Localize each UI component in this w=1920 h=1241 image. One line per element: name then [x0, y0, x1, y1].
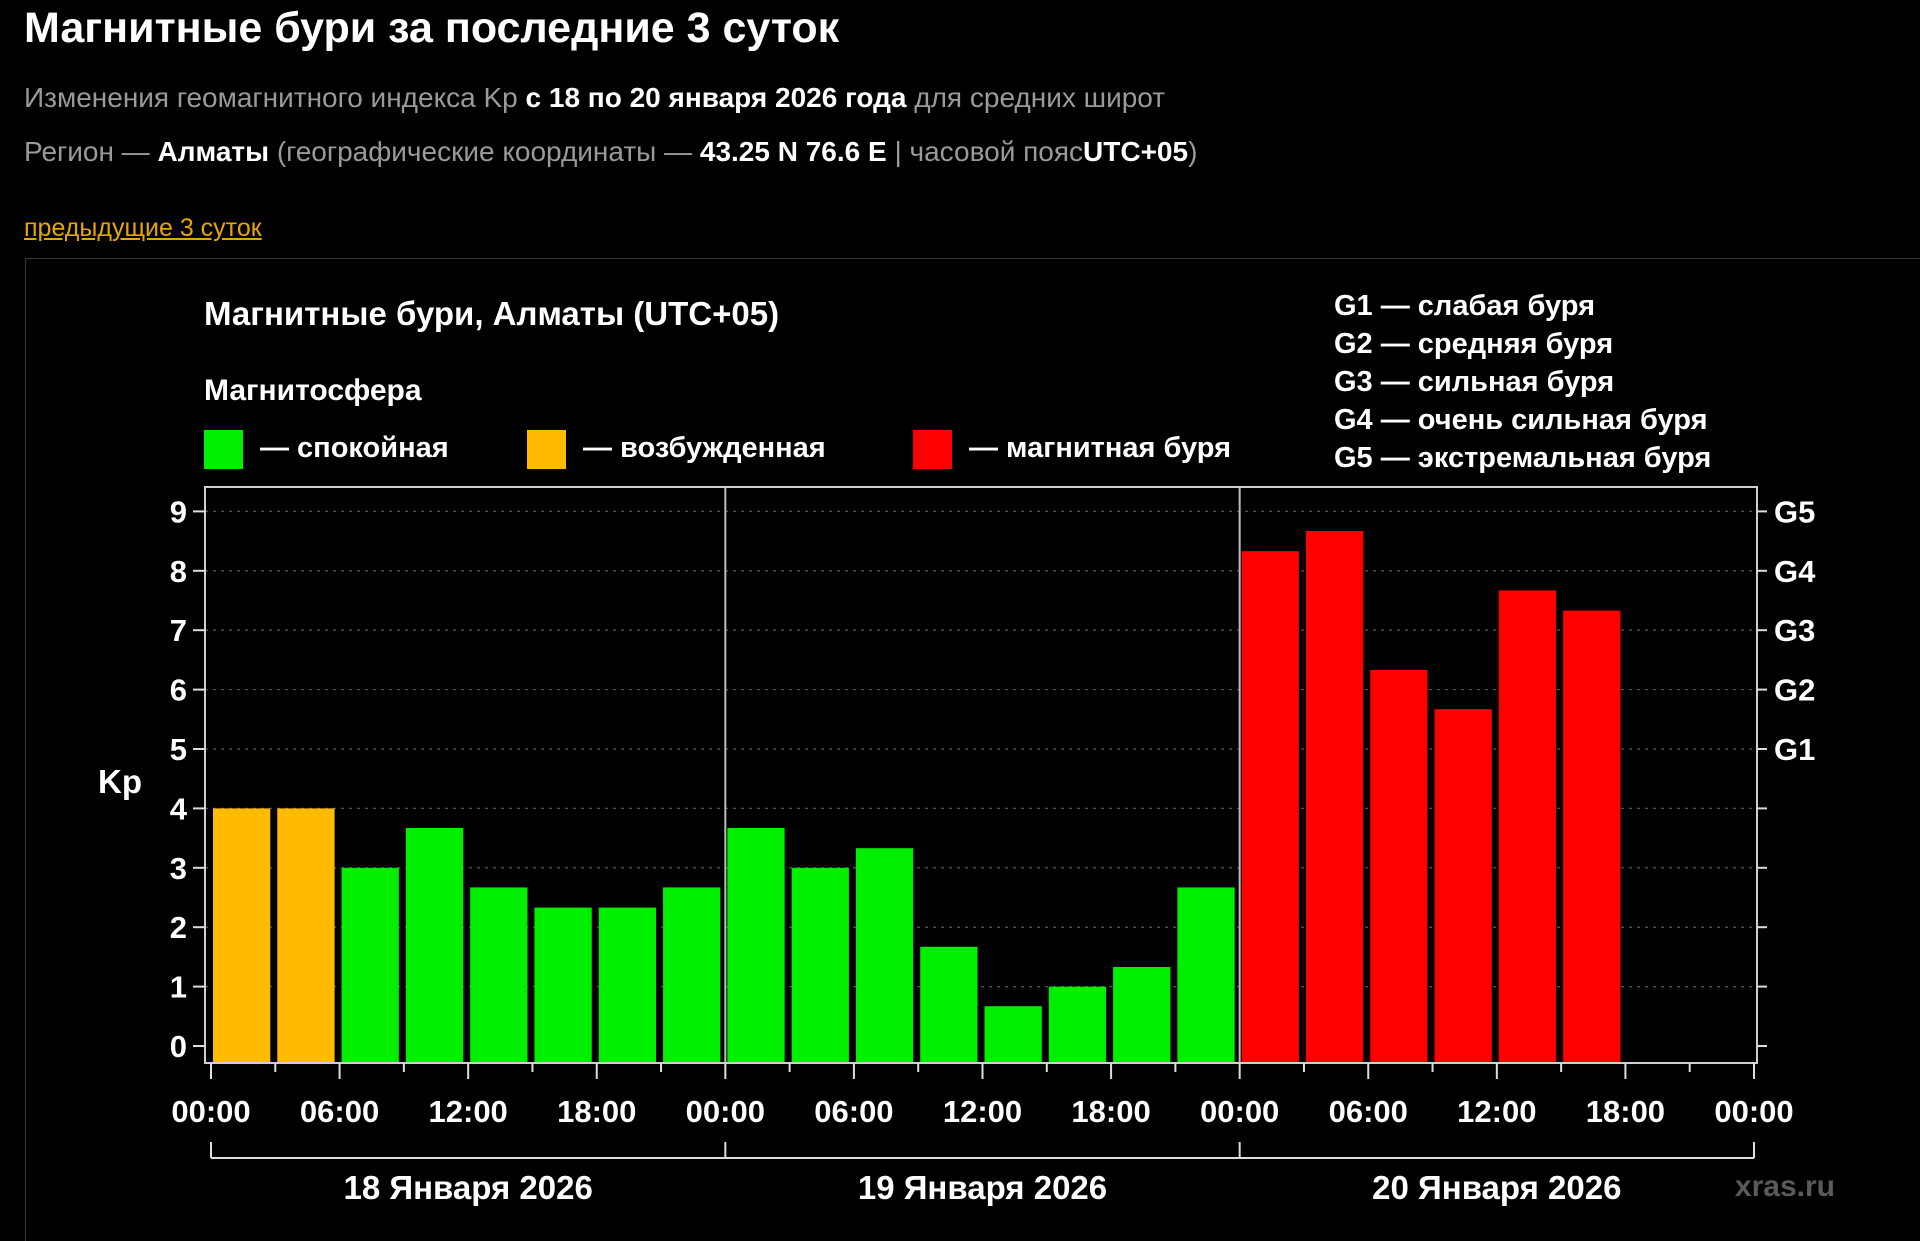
- day-label: 20 Января 2026: [1372, 1169, 1621, 1206]
- kp-bar: [470, 887, 528, 1063]
- kp-bar: [984, 1006, 1042, 1063]
- watermark: xras.ru: [1735, 1170, 1835, 1203]
- x-tick-label: 00:00: [171, 1094, 250, 1129]
- kp-bar: [1370, 669, 1428, 1063]
- legend-label-storm: — магнитная буря: [969, 432, 1231, 464]
- region-name: Алматы: [157, 136, 270, 167]
- kp-bar: [598, 907, 657, 1063]
- x-tick-label: 12:00: [429, 1094, 508, 1129]
- index-description-prefix: Изменения геомагнитного индекса Kp: [24, 82, 518, 113]
- storm-scale-item: G3 — сильная буря: [1334, 366, 1614, 398]
- legend-label-excited: — возбужденная: [583, 432, 826, 464]
- timezone-label: | часовой пояс: [894, 136, 1084, 167]
- kp-bar: [920, 946, 978, 1063]
- storm-scale-legend: G1 — слабая буря G2 — средняя буря G3 — си…: [1334, 290, 1711, 474]
- grid: [205, 487, 1757, 1063]
- y-tick-label: 9: [170, 494, 187, 529]
- storm-scale-item: G2 — средняя буря: [1334, 328, 1613, 360]
- y-axis-label: Kp: [98, 763, 142, 800]
- y-tick-label: 3: [170, 851, 187, 886]
- coords-label: (географические координаты —: [276, 136, 693, 167]
- kp-bar: [213, 808, 271, 1063]
- period-text: с 18 по 20 января 2026 года: [525, 82, 907, 113]
- y-tick-label: 1: [170, 970, 187, 1005]
- kp-bar: [277, 808, 335, 1063]
- x-tick-label: 00:00: [1714, 1094, 1793, 1129]
- timezone-value: UTC+05: [1083, 136, 1189, 167]
- axes: 0 1 2 3 4 5 6 7 8 9 G1 G2 G3 G4 G5 Kp 00:00 06:00 12:00 18:…: [98, 486, 1816, 1206]
- kp-bar: [663, 887, 721, 1063]
- x-tick-label: 06:00: [814, 1094, 893, 1129]
- x-tick-label: 06:00: [300, 1094, 379, 1129]
- g-scale-label: G5: [1774, 494, 1815, 529]
- storm-scale-item: G4 — очень сильная буря: [1334, 404, 1708, 436]
- kp-bar: [1434, 709, 1492, 1063]
- x-tick-label: 18:00: [1586, 1094, 1665, 1129]
- previous-3-days-link[interactable]: предыдущие 3 суток: [24, 214, 262, 242]
- kp-bar: [1048, 986, 1107, 1063]
- y-tick-label: 8: [170, 554, 187, 589]
- legend-swatch-excited: [527, 430, 566, 469]
- region-info: Регион — Алматы (географические координа…: [24, 136, 1197, 168]
- kp-bar: [405, 828, 464, 1063]
- g-scale-label: G2: [1774, 673, 1815, 708]
- day-label: 18 Января 2026: [344, 1169, 593, 1206]
- y-tick-label: 0: [170, 1029, 187, 1064]
- y-tick-label: 6: [170, 673, 187, 708]
- kp-bar: [855, 848, 914, 1063]
- g-scale-label: G3: [1774, 613, 1815, 648]
- legend: — спокойная — возбужденная — магнитная бур…: [204, 430, 1231, 469]
- kp-bar: [1241, 551, 1299, 1063]
- kp-bar: [534, 907, 592, 1063]
- x-tick-label: 00:00: [1200, 1094, 1279, 1129]
- coords-value: 43.25 N 76.6 E: [699, 136, 887, 167]
- x-tick-label: 18:00: [1071, 1094, 1150, 1129]
- legend-swatch-calm: [204, 430, 243, 469]
- kp-bar: [1113, 966, 1171, 1063]
- g-scale-label: G1: [1774, 732, 1815, 767]
- kp-bar: [791, 867, 849, 1063]
- legend-label-calm: — спокойная: [260, 432, 449, 464]
- storm-scale-item: G1 — слабая буря: [1334, 290, 1595, 322]
- kp-bar: [1177, 887, 1235, 1063]
- chart-subtitle: Магнитосфера: [204, 374, 422, 407]
- legend-swatch-storm: [913, 430, 952, 469]
- bars: [213, 531, 1621, 1063]
- chart-title: Магнитные бури, Алматы (UTC+05): [204, 295, 779, 332]
- x-tick-label: 12:00: [1457, 1094, 1536, 1129]
- chart-header: Магнитные бури, Алматы (UTC+05) Магнитос…: [204, 295, 779, 407]
- storm-scale-item: G5 — экстремальная буря: [1334, 442, 1711, 474]
- y-tick-label: 4: [170, 791, 188, 826]
- x-tick-label: 06:00: [1329, 1094, 1408, 1129]
- kp-bar: [1305, 531, 1364, 1063]
- x-tick-label: 18:00: [557, 1094, 636, 1129]
- plot-border: [204, 486, 1758, 1064]
- chart-frame: [25, 258, 1920, 1241]
- latitude-text: для средних широт: [914, 82, 1166, 113]
- y-tick-label: 2: [170, 910, 187, 945]
- kp-bar: [1498, 590, 1557, 1063]
- day-label: 19 Января 2026: [858, 1169, 1107, 1206]
- kp-bar: [341, 867, 399, 1063]
- region-close: ): [1188, 136, 1198, 167]
- y-tick-label: 7: [170, 613, 187, 648]
- x-tick-label: 00:00: [686, 1094, 765, 1129]
- g-scale-label: G4: [1774, 554, 1816, 589]
- page-title: Магнитные бури за последние 3 суток: [24, 4, 840, 52]
- kp-bar: [1563, 610, 1621, 1063]
- x-tick-label: 12:00: [943, 1094, 1022, 1129]
- index-description: Изменения геомагнитного индекса Kp с 18 …: [24, 82, 1165, 114]
- kp-bar: [727, 828, 785, 1063]
- region-prefix: Регион —: [24, 136, 150, 167]
- y-tick-label: 5: [170, 732, 187, 767]
